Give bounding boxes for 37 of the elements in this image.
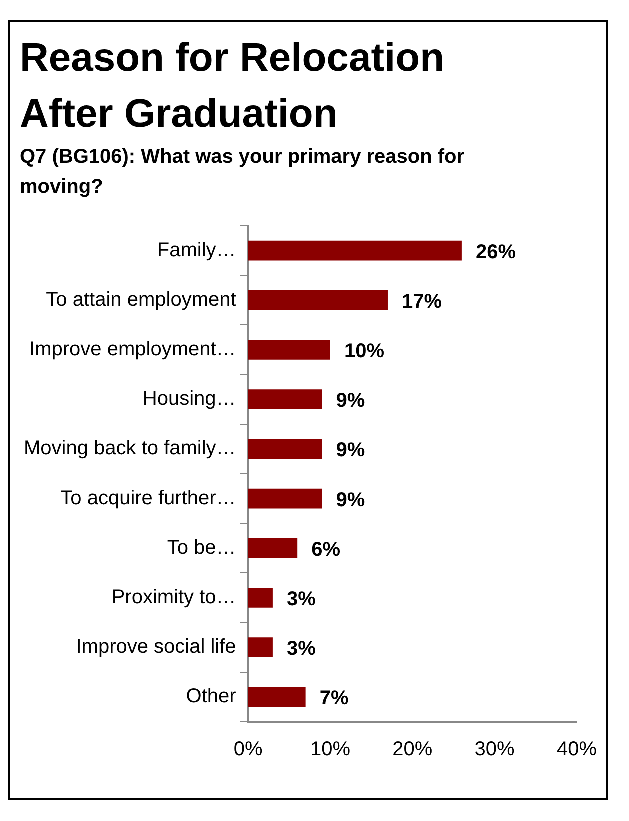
x-tick-label: 40% xyxy=(556,738,598,761)
data-label: 9% xyxy=(336,440,366,462)
data-label: 17% xyxy=(402,290,442,313)
y-tick-label: To attain employment xyxy=(46,288,237,311)
y-tick-label: Family… xyxy=(157,239,236,262)
bar xyxy=(248,538,298,558)
data-label: 10% xyxy=(344,340,385,363)
data-label: 9% xyxy=(336,390,366,412)
bar xyxy=(248,340,330,360)
data-label: 7% xyxy=(320,688,349,710)
chart-title: Reason for Relocation After Graduation xyxy=(20,35,446,138)
y-tick-label: Other xyxy=(186,686,237,708)
x-tick-label: 30% xyxy=(474,738,516,761)
data-label: 26% xyxy=(476,241,516,264)
y-tick-label: Proximity to… xyxy=(112,586,236,609)
x-tick-label: 10% xyxy=(310,738,351,761)
data-label: 3% xyxy=(286,588,316,611)
bar xyxy=(248,588,273,608)
y-tick-label: Improve employment… xyxy=(30,338,236,361)
bar xyxy=(248,687,306,708)
chart-subtitle: Q7 (BG106): What was your primary reason for moving? xyxy=(20,145,466,200)
data-label: 6% xyxy=(312,538,341,561)
x-tick-label: 0% xyxy=(234,738,263,761)
data-label: 9% xyxy=(336,489,366,512)
y-tick-label: Improve social life xyxy=(76,636,236,658)
bar xyxy=(248,240,462,261)
bar xyxy=(248,488,322,509)
bar xyxy=(248,290,388,310)
y-tick-label: To acquire further… xyxy=(60,487,236,510)
bar xyxy=(248,638,273,658)
bar xyxy=(248,390,322,410)
y-tick-label: To be… xyxy=(167,536,236,559)
bar xyxy=(248,439,322,460)
data-label: 3% xyxy=(286,638,316,660)
y-tick-label: Housing… xyxy=(142,388,236,410)
y-tick-label: Moving back to family… xyxy=(24,438,236,460)
x-tick-label: 20% xyxy=(392,738,433,761)
